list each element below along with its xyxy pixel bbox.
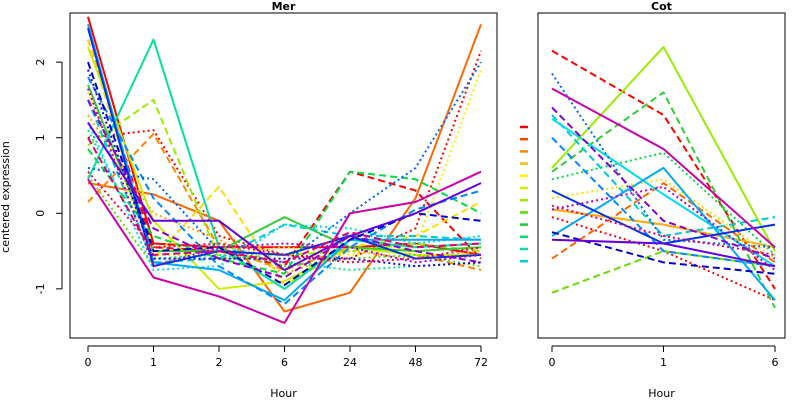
x-axis: 0 1 6 bbox=[549, 345, 779, 369]
y-tick-label: 2 bbox=[34, 59, 47, 66]
series-line bbox=[551, 72, 776, 249]
series-line bbox=[87, 122, 482, 271]
series-line bbox=[551, 87, 776, 249]
series-line bbox=[551, 151, 776, 256]
series-line bbox=[551, 91, 776, 309]
series-line bbox=[551, 106, 776, 260]
y-tick-label: -1 bbox=[34, 283, 47, 294]
series-line bbox=[551, 231, 776, 275]
series-line bbox=[87, 88, 482, 268]
x-tick-label: 6 bbox=[281, 356, 288, 369]
series-line bbox=[87, 148, 482, 275]
x-tick-label: 72 bbox=[474, 356, 488, 369]
series-line bbox=[551, 185, 776, 271]
series-line bbox=[87, 99, 482, 279]
x-tick-label: 1 bbox=[150, 356, 157, 369]
y-tick-label: 0 bbox=[34, 210, 47, 217]
x-tick-label: 1 bbox=[660, 356, 667, 369]
series-line bbox=[87, 170, 482, 324]
series-line bbox=[551, 208, 776, 249]
series-line bbox=[87, 98, 482, 260]
x-tick-label: 0 bbox=[85, 356, 92, 369]
plot-frame bbox=[537, 12, 786, 339]
series-line bbox=[87, 27, 482, 268]
series-line bbox=[87, 171, 482, 264]
series-line bbox=[87, 24, 481, 302]
series-line bbox=[87, 61, 482, 287]
legend-marks bbox=[520, 125, 528, 263]
plot-frame bbox=[69, 12, 498, 339]
x-tick-label: 24 bbox=[343, 356, 357, 369]
series-line bbox=[87, 122, 482, 271]
x-tick-label: 2 bbox=[216, 356, 223, 369]
panel-cot: Cot 0 1 6 Hour bbox=[537, 0, 786, 400]
series-line bbox=[87, 46, 481, 290]
x-tick-label: 48 bbox=[409, 356, 423, 369]
series-line bbox=[87, 39, 482, 268]
x-axis: 0 1 2 6 24 48 72 bbox=[85, 345, 488, 369]
series-line bbox=[551, 204, 776, 256]
series-line bbox=[87, 84, 482, 253]
x-tick-label: 0 bbox=[549, 356, 556, 369]
series-line bbox=[87, 50, 482, 260]
panel-title: Mer bbox=[272, 0, 296, 13]
y-axis-label: centered expression bbox=[0, 141, 12, 253]
series-line bbox=[551, 49, 776, 290]
series-line bbox=[87, 38, 482, 290]
series-line bbox=[551, 250, 776, 294]
y-tick-label: 1 bbox=[34, 134, 47, 141]
series-line bbox=[87, 137, 482, 264]
chart-panels: Mer 0 1 2 6 24 48 72 Hour -1 0 1 2 Cot 0 1 6 Hour bbox=[34, 0, 786, 400]
panel-mer: Mer 0 1 2 6 24 48 72 Hour -1 0 1 2 bbox=[34, 0, 498, 400]
panel-title: Cot bbox=[651, 0, 672, 13]
x-axis-label: Hour bbox=[648, 387, 675, 400]
series-line bbox=[551, 238, 776, 268]
series-line bbox=[87, 99, 482, 264]
x-axis-label: Hour bbox=[270, 387, 297, 400]
series-line bbox=[87, 69, 482, 256]
series-lines bbox=[551, 46, 776, 309]
series-line bbox=[551, 166, 776, 301]
y-axis: -1 0 1 2 bbox=[34, 59, 63, 294]
series-lines bbox=[87, 16, 482, 324]
series-line bbox=[87, 69, 482, 268]
series-line bbox=[87, 76, 482, 305]
series-line bbox=[551, 136, 776, 268]
x-tick-label: 6 bbox=[772, 356, 779, 369]
series-line bbox=[87, 23, 482, 313]
